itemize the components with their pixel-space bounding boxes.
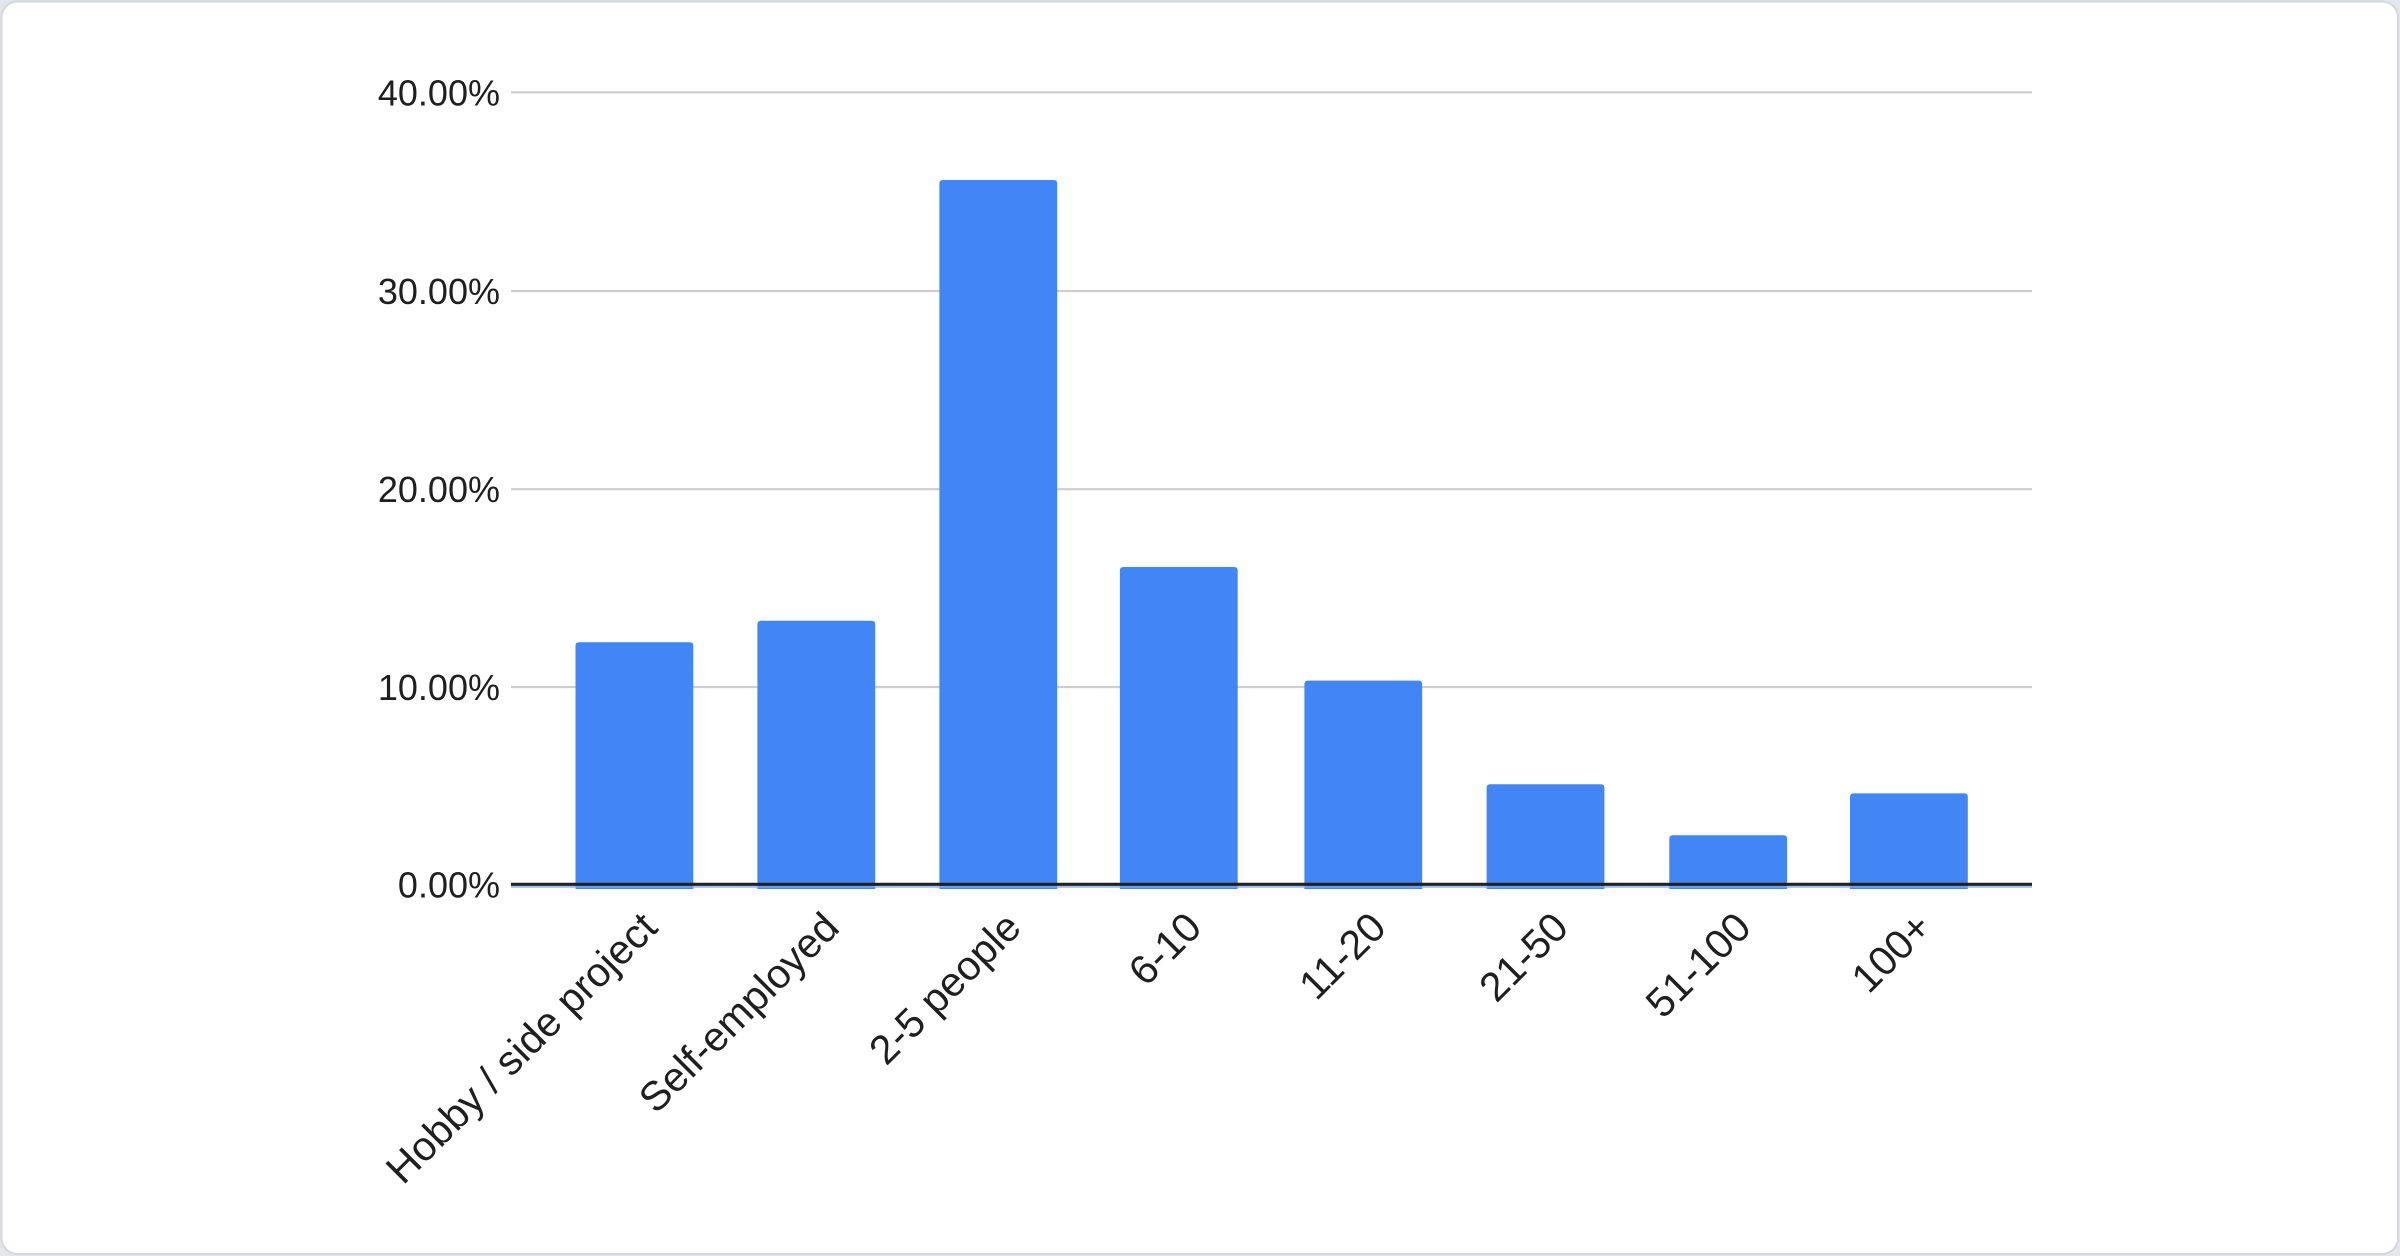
svg-text:20.00%: 20.00% xyxy=(378,469,500,510)
svg-text:10.00%: 10.00% xyxy=(378,667,500,708)
svg-text:30.00%: 30.00% xyxy=(378,271,500,312)
svg-text:0.00%: 0.00% xyxy=(398,864,500,905)
svg-text:40.00%: 40.00% xyxy=(378,72,500,113)
